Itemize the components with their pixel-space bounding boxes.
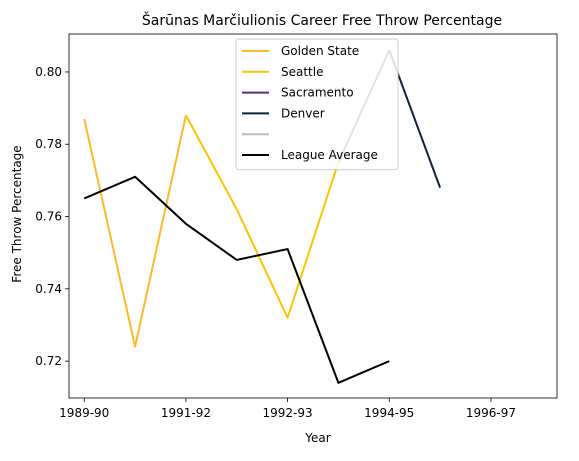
y-tick-label: 0.74 (35, 282, 62, 296)
y-tick-label: 0.76 (35, 210, 62, 224)
legend-label: League Average (281, 148, 378, 162)
x-tick-label: 1991-92 (161, 406, 211, 420)
series-line-1 (185, 114, 340, 319)
x-tick-label: 1994-95 (364, 406, 414, 420)
x-tick-label: 1989-90 (59, 406, 109, 420)
x-tick-label: 1996-97 (466, 406, 516, 420)
axes-frame (68, 33, 558, 399)
legend-label: Denver (281, 106, 325, 120)
x-tick-label: 1992-93 (263, 406, 313, 420)
y-tick-label: 0.78 (35, 137, 62, 151)
series-line-0 (83, 115, 187, 348)
legend-label: Golden State (281, 44, 359, 58)
y-tick-label: 0.72 (35, 354, 62, 368)
y-tick-label: 0.80 (35, 65, 62, 79)
x-axis: 1989-90 1991-92 1992-93 1994-95 1996-97 (59, 398, 516, 420)
y-axis-label: Free Throw Percentage (10, 145, 24, 282)
y-axis: 0.72 0.74 0.76 0.78 0.80 (35, 65, 69, 368)
legend: Golden State Seattle Sacramento Denver Leagu… (235, 38, 399, 171)
legend-label: Seattle (281, 65, 323, 79)
legend-box (235, 38, 399, 171)
series-line-5 (83, 175, 390, 384)
legend-label: Sacramento (281, 86, 354, 100)
chart-title: Šarūnas Marčiulionis Career Free Throw P… (142, 11, 502, 29)
x-axis-label: Year (304, 431, 330, 445)
